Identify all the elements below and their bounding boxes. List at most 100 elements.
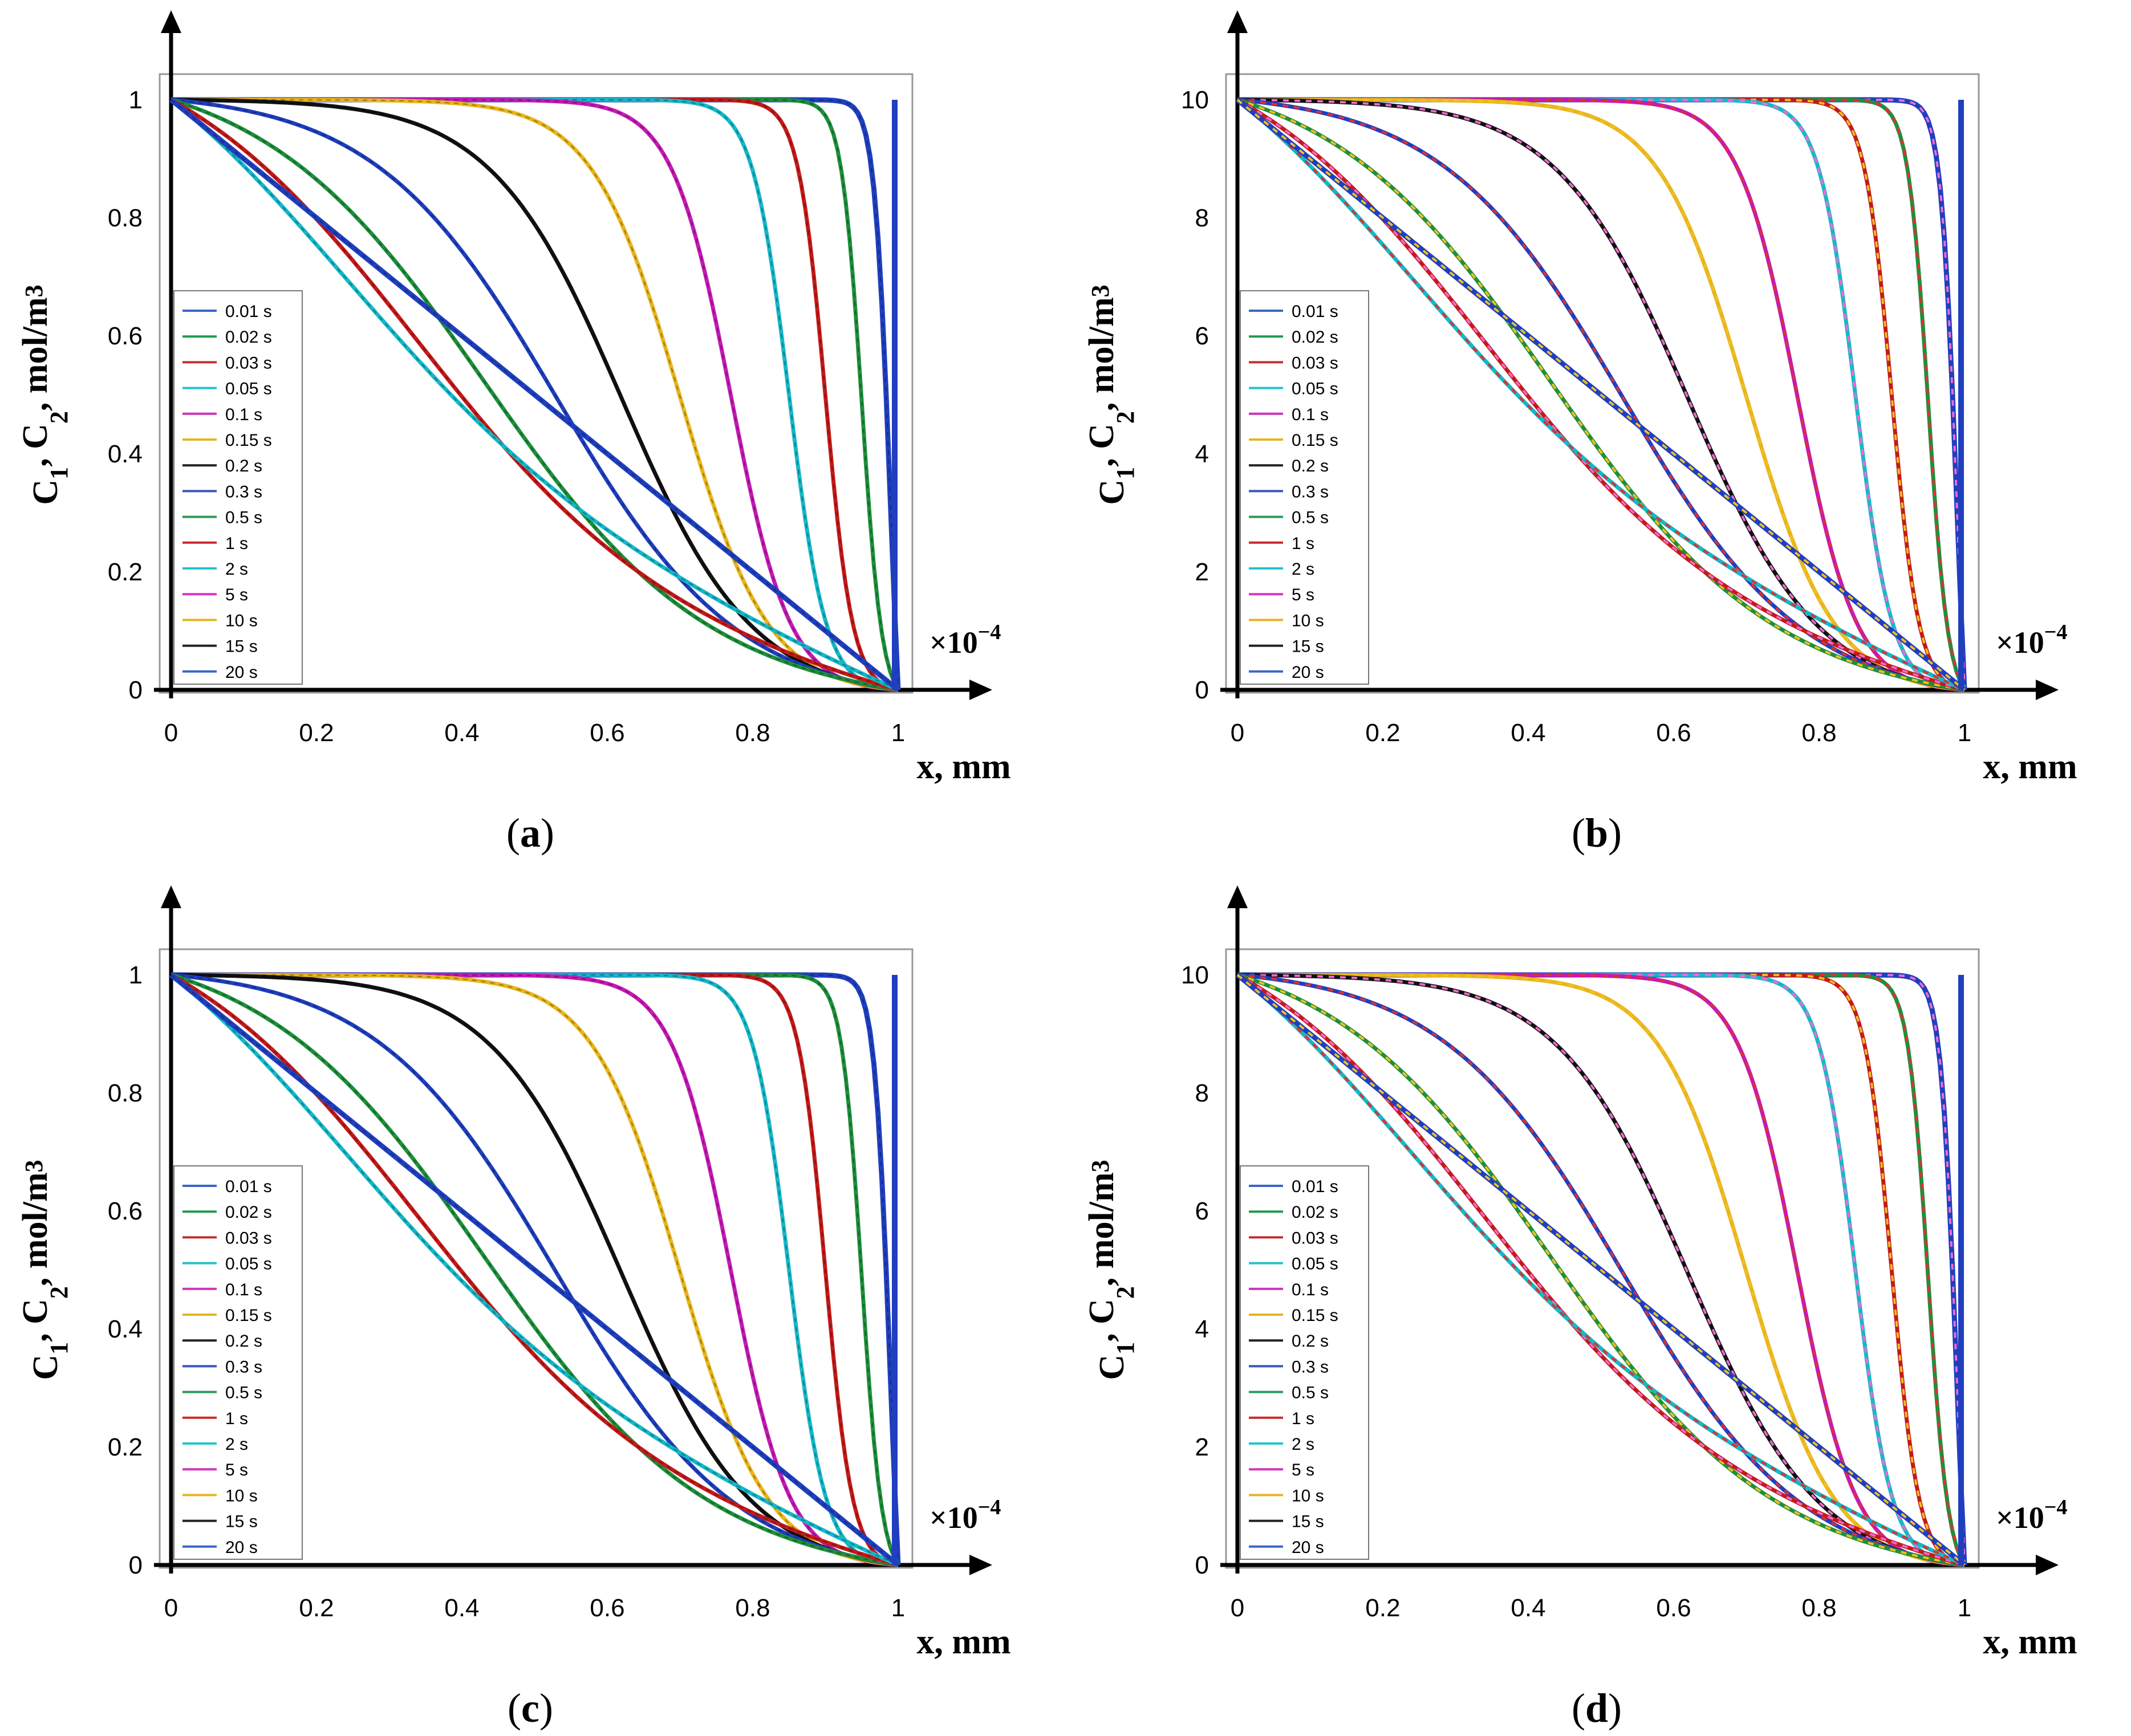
y-tick-label: 0.4 bbox=[108, 1315, 143, 1343]
panel-label: (c) bbox=[508, 1685, 553, 1731]
curve-0.3s bbox=[171, 973, 899, 1567]
x-axis-arrowhead bbox=[2036, 1555, 2059, 1575]
legend-label: 0.05 s bbox=[1292, 380, 1338, 399]
legend-label: 0.03 s bbox=[1292, 1229, 1338, 1247]
x-axis-label: x, mm bbox=[916, 1623, 1010, 1661]
panel-a: 0 0.2 0.4 0.6 0.8 1 0 0.2 0.4 0.6 0.8 1 x, mm ×10−4 C1… bbox=[16, 10, 1011, 856]
curve-overlay bbox=[171, 99, 899, 690]
legend-label: 2 s bbox=[1292, 1435, 1314, 1454]
y-tick-label: 10 bbox=[1181, 961, 1209, 989]
legend-label: 2 s bbox=[1292, 560, 1314, 579]
y-tick-label: 0.6 bbox=[108, 1197, 143, 1225]
x-tick-label: 0.6 bbox=[590, 1594, 624, 1622]
y-axis-label: C1, C2, mol/m3 bbox=[16, 284, 73, 505]
legend-box bbox=[173, 1165, 303, 1560]
y-tick-label: 2 bbox=[1195, 558, 1209, 586]
legend-label: 5 s bbox=[1292, 1461, 1314, 1479]
curve-overlay bbox=[1236, 99, 1965, 691]
curve-overlay bbox=[1236, 974, 1966, 1566]
x-multiplier: ×10−4 bbox=[929, 1495, 1001, 1535]
legend-label: 10 s bbox=[225, 611, 258, 630]
legend-label: 0.2 s bbox=[225, 457, 262, 475]
curve-0.3s bbox=[171, 97, 899, 692]
y-axis-label: C1, C2, mol/m3 bbox=[1082, 1160, 1139, 1380]
curve-0.5s bbox=[170, 97, 899, 692]
legend-label: 10 s bbox=[225, 1486, 258, 1505]
legend-label: 2 s bbox=[225, 1435, 248, 1454]
legend-label: 0.02 s bbox=[225, 328, 272, 347]
curve-overlay bbox=[1237, 974, 1965, 1566]
legend-label: 0.05 s bbox=[225, 1255, 272, 1274]
curve-overlay bbox=[1237, 974, 1966, 1566]
legend-label: 0.2 s bbox=[1292, 457, 1329, 475]
legend-label: 0.3 s bbox=[1292, 1357, 1329, 1376]
panel-c: 0 0.2 0.4 0.6 0.8 1 0 0.2 0.4 0.6 0.8 1 x, mm ×10−4 C1… bbox=[16, 885, 1011, 1731]
x-multiplier: ×10−4 bbox=[929, 620, 1001, 660]
y-tick-label: 0.6 bbox=[108, 322, 143, 350]
curves bbox=[1236, 972, 1967, 1567]
curve-overlay bbox=[171, 99, 899, 690]
curve-2s bbox=[169, 98, 899, 692]
legend-label: 5 s bbox=[225, 586, 248, 604]
x-tick-label: 0.8 bbox=[1801, 1594, 1836, 1622]
legend-label: 0.03 s bbox=[1292, 353, 1338, 372]
x-axis-label: x, mm bbox=[916, 747, 1010, 786]
curves bbox=[1236, 97, 1967, 692]
legend-label: 0.3 s bbox=[1292, 482, 1329, 501]
curve-overlay bbox=[1237, 99, 1966, 690]
legend-label: 0.5 s bbox=[1292, 1384, 1329, 1402]
y-axis-arrowhead bbox=[161, 10, 181, 33]
x-tick-label: 0.6 bbox=[590, 719, 624, 747]
legend-label: 0.1 s bbox=[225, 1280, 262, 1299]
y-tick-label: 10 bbox=[1181, 86, 1209, 114]
legend-label: 1 s bbox=[225, 534, 248, 553]
x-axis-arrowhead bbox=[969, 680, 992, 700]
curve-overlay bbox=[171, 974, 899, 1566]
y-axis-label: C1, C2, mol/m3 bbox=[1082, 284, 1139, 505]
legend-label: 10 s bbox=[1292, 1486, 1324, 1505]
y-tick-label: 0 bbox=[1195, 1551, 1209, 1579]
y-tick-label: 0.8 bbox=[108, 1079, 143, 1107]
x-tick-label: 0.2 bbox=[299, 719, 334, 747]
y-tick-label: 4 bbox=[1195, 440, 1209, 468]
x-tick-label: 1 bbox=[891, 719, 905, 747]
legend-label: 0.3 s bbox=[225, 482, 262, 501]
x-tick-label: 0.6 bbox=[1656, 719, 1691, 747]
legend-label: 1 s bbox=[225, 1409, 248, 1428]
x-tick-label: 0.2 bbox=[1365, 1594, 1400, 1622]
y-tick-label: 0 bbox=[129, 1551, 143, 1579]
legend-label: 0.1 s bbox=[1292, 405, 1329, 424]
legend-label: 15 s bbox=[1292, 1513, 1324, 1531]
x-tick-label: 0.8 bbox=[735, 1594, 770, 1622]
x-tick-label: 0.8 bbox=[1801, 719, 1836, 747]
x-multiplier: ×10−4 bbox=[1996, 620, 2067, 660]
y-tick-label: 8 bbox=[1195, 204, 1209, 232]
legend-label: 0.1 s bbox=[1292, 1280, 1329, 1299]
legend-label: 0.02 s bbox=[1292, 328, 1338, 347]
curve-overlay bbox=[1237, 99, 1965, 691]
curve-0.15s bbox=[171, 973, 899, 1567]
legend-label: 0.05 s bbox=[225, 380, 272, 399]
x-tick-label: 0 bbox=[164, 719, 178, 747]
curve-overlay bbox=[171, 99, 899, 690]
y-tick-label: 0.2 bbox=[108, 1433, 143, 1461]
curve-0.15s bbox=[171, 97, 899, 692]
legend-label: 20 s bbox=[225, 1538, 258, 1557]
x-tick-label: 0.4 bbox=[444, 1594, 479, 1622]
curve-overlay bbox=[1236, 974, 1965, 1566]
legend-box bbox=[1240, 290, 1369, 685]
legend-label: 0.5 s bbox=[225, 1384, 262, 1402]
legend-label: 2 s bbox=[225, 560, 248, 579]
legend-label: 20 s bbox=[1292, 1538, 1324, 1557]
legend-label: 0.15 s bbox=[225, 431, 272, 450]
y-tick-label: 0.4 bbox=[108, 440, 143, 468]
y-tick-label: 6 bbox=[1195, 1197, 1209, 1225]
legend-label: 0.01 s bbox=[1292, 1177, 1338, 1196]
legend-label: 0.01 s bbox=[1292, 302, 1338, 321]
legend-label: 1 s bbox=[1292, 534, 1314, 553]
legend: 0.01 s 0.02 s 0.03 s 0.05 s 0.1 s 0.15 s 0.2 s… bbox=[1240, 1165, 1369, 1560]
x-tick-label: 0.2 bbox=[1365, 719, 1400, 747]
y-tick-label: 0.8 bbox=[108, 204, 143, 232]
